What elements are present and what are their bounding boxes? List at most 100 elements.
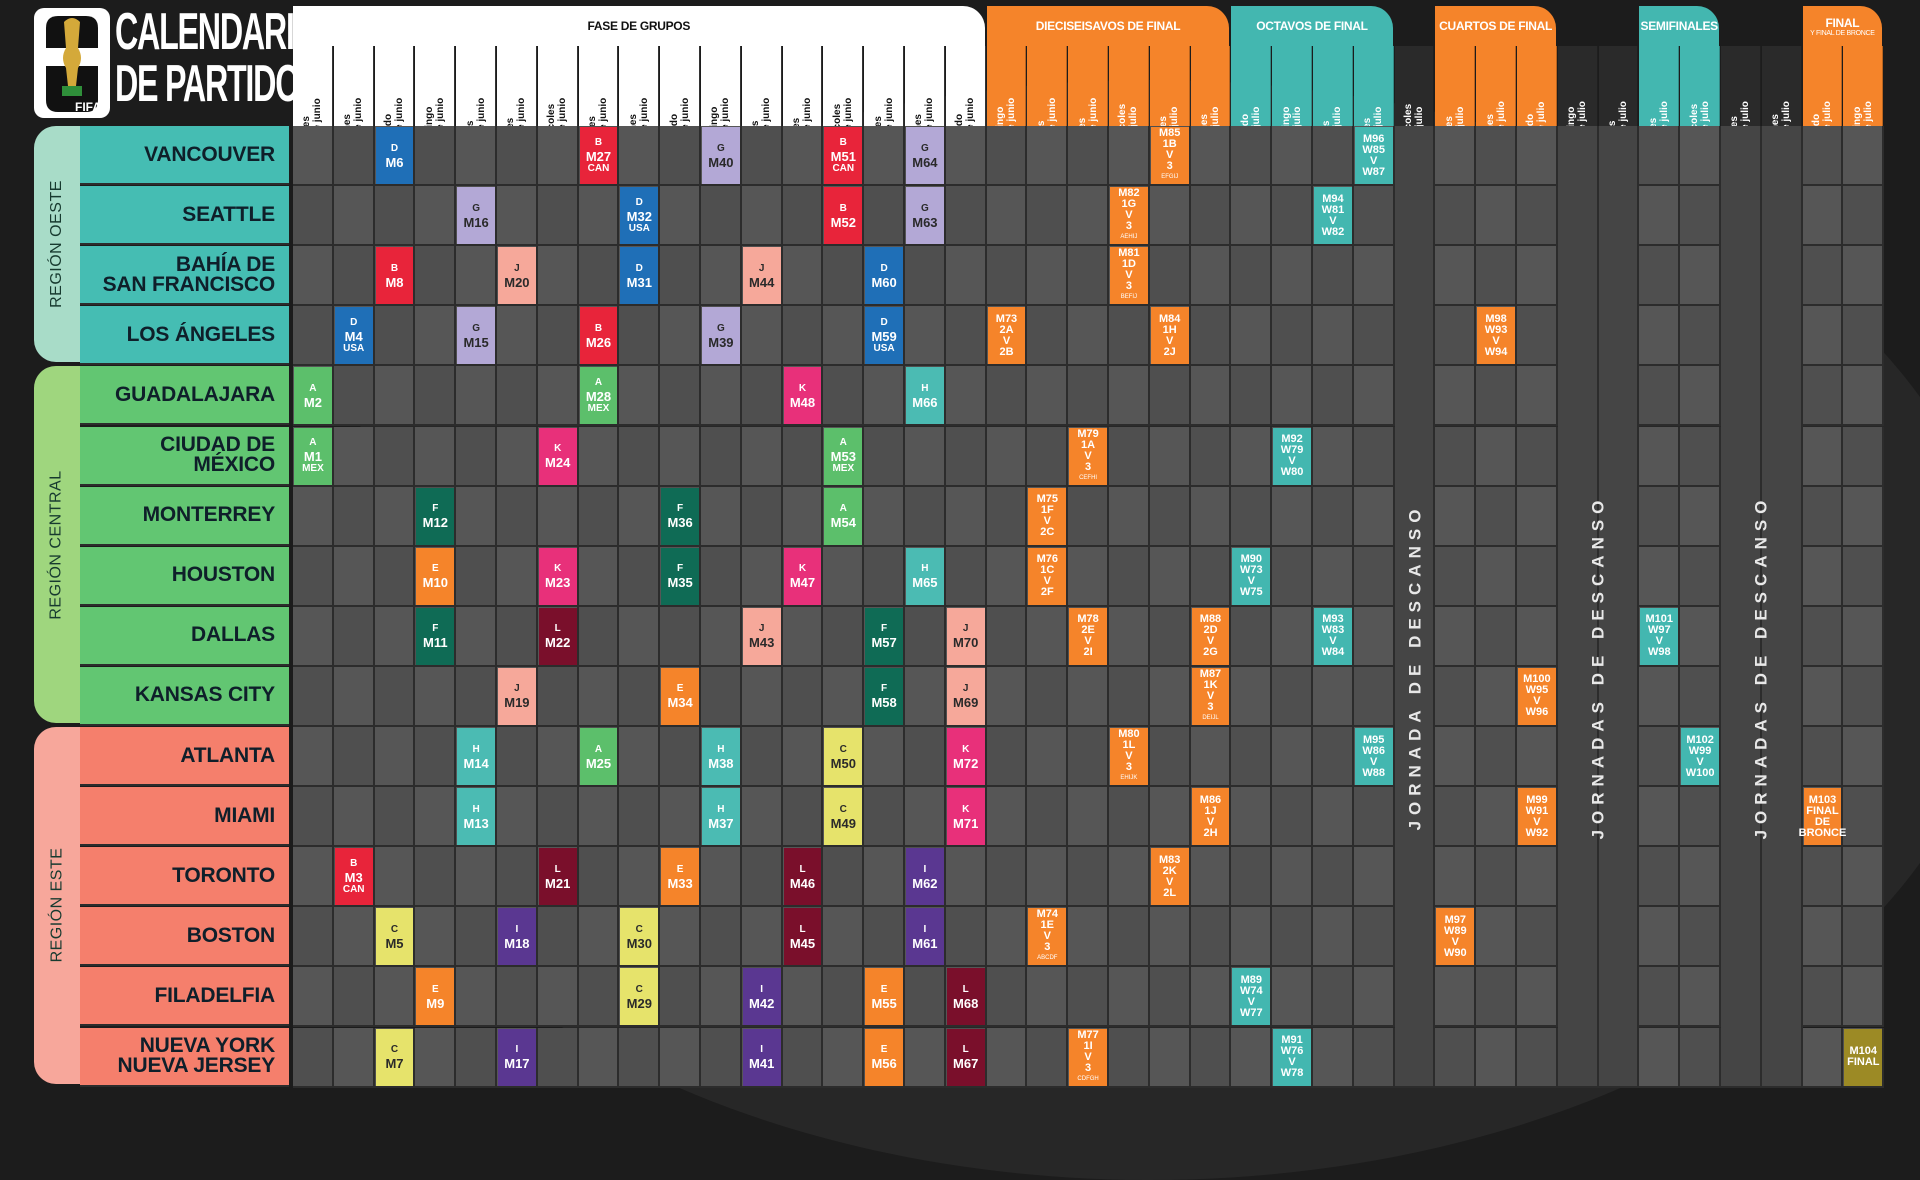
group-match[interactable]: I M41 xyxy=(742,1028,781,1086)
knockout-match[interactable]: M89 W74 V W77 xyxy=(1232,968,1271,1026)
group-match[interactable]: E M33 xyxy=(661,848,699,906)
group-match[interactable]: I M18 xyxy=(498,908,536,966)
group-match[interactable]: G M16 xyxy=(457,187,495,245)
group-match[interactable]: D M4 USA xyxy=(334,307,373,365)
group-match[interactable]: C M5 xyxy=(375,908,414,966)
knockout-match[interactable]: M74 1E V 3 ABCDF xyxy=(1028,908,1067,966)
group-match[interactable]: I M61 xyxy=(906,908,944,966)
group-match[interactable]: D M31 xyxy=(620,247,659,305)
knockout-match[interactable]: M94 W81 V W82 xyxy=(1314,187,1352,245)
group-match[interactable]: B M26 xyxy=(579,307,618,365)
group-match[interactable]: C M30 xyxy=(620,908,659,966)
group-match[interactable]: G M39 xyxy=(702,307,740,365)
group-match[interactable]: A M25 xyxy=(579,728,618,786)
group-match[interactable]: H M14 xyxy=(457,728,495,786)
group-match[interactable]: A M2 xyxy=(294,367,332,425)
knockout-match[interactable]: M85 1B V 3 EFGIJ xyxy=(1150,127,1189,185)
group-match[interactable]: H M37 xyxy=(702,788,740,846)
group-match[interactable]: A M54 xyxy=(824,487,863,545)
knockout-match[interactable]: M90 W73 V W75 xyxy=(1232,547,1271,605)
knockout-match[interactable]: M88 2D V 2G xyxy=(1191,607,1230,665)
knockout-match[interactable]: M103 FINAL DE BRONCE xyxy=(1799,788,1846,846)
knockout-match[interactable]: M82 1G V 3 AEHIJ xyxy=(1110,187,1148,245)
group-match[interactable]: L M22 xyxy=(538,607,577,665)
knockout-match[interactable]: M92 W79 V W80 xyxy=(1273,427,1311,485)
group-match[interactable]: C M49 xyxy=(824,788,863,846)
knockout-match[interactable]: M79 1A V 3 CEFHI xyxy=(1069,427,1107,485)
knockout-match[interactable]: M97 W89 V W90 xyxy=(1436,908,1475,966)
group-match[interactable]: H M66 xyxy=(906,367,944,425)
group-match[interactable]: G M64 xyxy=(906,127,944,185)
group-match[interactable]: K M71 xyxy=(946,788,985,846)
knockout-match[interactable]: M76 1C V 2F xyxy=(1028,547,1067,605)
knockout-match[interactable]: M80 1L V 3 EHIJK xyxy=(1110,728,1148,786)
group-match[interactable]: B M27 CAN xyxy=(579,127,618,185)
group-match[interactable]: D M6 xyxy=(375,127,414,185)
group-match[interactable]: K M23 xyxy=(538,547,577,605)
group-match[interactable]: K M24 xyxy=(538,427,577,485)
knockout-match[interactable]: M78 2E V 2I xyxy=(1069,607,1107,665)
group-match[interactable]: H M65 xyxy=(906,547,944,605)
group-match[interactable]: K M48 xyxy=(783,367,822,425)
group-match[interactable]: E M9 xyxy=(416,968,455,1026)
group-match[interactable]: J M20 xyxy=(498,247,536,305)
knockout-match[interactable]: M96 W85 V W87 xyxy=(1354,127,1393,185)
knockout-match[interactable]: M99 W91 V W92 xyxy=(1518,788,1556,846)
knockout-match[interactable]: M98 W93 V W94 xyxy=(1477,307,1515,365)
group-match[interactable]: H M38 xyxy=(702,728,740,786)
group-match[interactable]: J M43 xyxy=(742,607,781,665)
knockout-match[interactable]: M83 2K V 2L xyxy=(1150,848,1189,906)
group-match[interactable]: H M13 xyxy=(457,788,495,846)
group-match[interactable]: J M44 xyxy=(742,247,781,305)
group-match[interactable]: I M42 xyxy=(742,968,781,1026)
group-match[interactable]: G M63 xyxy=(906,187,944,245)
group-match[interactable]: A M1 MEX xyxy=(294,427,332,485)
group-match[interactable]: F M35 xyxy=(661,547,699,605)
group-match[interactable]: K M72 xyxy=(946,728,985,786)
group-match[interactable]: E M56 xyxy=(865,1028,903,1086)
knockout-match[interactable]: M102 W99 V W100 xyxy=(1681,728,1719,786)
group-match[interactable]: I M62 xyxy=(906,848,944,906)
group-match[interactable]: E M10 xyxy=(416,547,455,605)
group-match[interactable]: L M68 xyxy=(946,968,985,1026)
knockout-match[interactable]: M75 1F V 2C xyxy=(1028,487,1067,545)
group-match[interactable]: B M3 CAN xyxy=(334,848,373,906)
knockout-match[interactable]: M86 1J V 2H xyxy=(1191,788,1230,846)
group-match[interactable]: G M15 xyxy=(457,307,495,365)
group-match[interactable]: L M67 xyxy=(946,1028,985,1086)
group-match[interactable]: I M17 xyxy=(498,1028,536,1086)
knockout-match[interactable]: M101 W97 V W98 xyxy=(1640,607,1679,665)
group-match[interactable]: F M11 xyxy=(416,607,455,665)
group-match[interactable]: A M53 MEX xyxy=(824,427,863,485)
group-match[interactable]: G M40 xyxy=(702,127,740,185)
group-match[interactable]: E M34 xyxy=(661,667,699,725)
group-match[interactable]: J M70 xyxy=(946,607,985,665)
group-match[interactable]: J M19 xyxy=(498,667,536,725)
knockout-match[interactable]: M77 1I V 3 CDFGH xyxy=(1069,1028,1107,1086)
group-match[interactable]: B M8 xyxy=(375,247,414,305)
group-match[interactable]: C M7 xyxy=(375,1028,414,1086)
group-match[interactable]: L M45 xyxy=(783,908,822,966)
group-match[interactable]: D M59 USA xyxy=(865,307,903,365)
group-match[interactable]: L M46 xyxy=(783,848,822,906)
knockout-match[interactable]: M100 W95 V W96 xyxy=(1518,667,1556,725)
group-match[interactable]: F M57 xyxy=(865,607,903,665)
group-match[interactable]: B M51 CAN xyxy=(824,127,863,185)
knockout-match[interactable]: M84 1H V 2J xyxy=(1150,307,1189,365)
group-match[interactable]: F M12 xyxy=(416,487,455,545)
group-match[interactable]: J M69 xyxy=(946,667,985,725)
group-match[interactable]: D M60 xyxy=(865,247,903,305)
group-match[interactable]: C M29 xyxy=(620,968,659,1026)
knockout-match[interactable]: M73 2A V 2B xyxy=(987,307,1026,365)
knockout-match[interactable]: M81 1D V 3 BEFIJ xyxy=(1110,247,1148,305)
group-match[interactable]: F M36 xyxy=(661,487,699,545)
group-match[interactable]: K M47 xyxy=(783,547,822,605)
knockout-match[interactable]: M91 W76 V W78 xyxy=(1273,1028,1311,1086)
knockout-match[interactable]: M87 1K V 3 DEIJL xyxy=(1191,667,1230,725)
knockout-match[interactable]: M104 FINAL xyxy=(1844,1028,1883,1086)
group-match[interactable]: C M50 xyxy=(824,728,863,786)
group-match[interactable]: A M28 MEX xyxy=(579,367,618,425)
group-match[interactable]: B M52 xyxy=(824,187,863,245)
group-match[interactable]: F M58 xyxy=(865,667,903,725)
knockout-match[interactable]: M95 W86 V W88 xyxy=(1354,728,1393,786)
